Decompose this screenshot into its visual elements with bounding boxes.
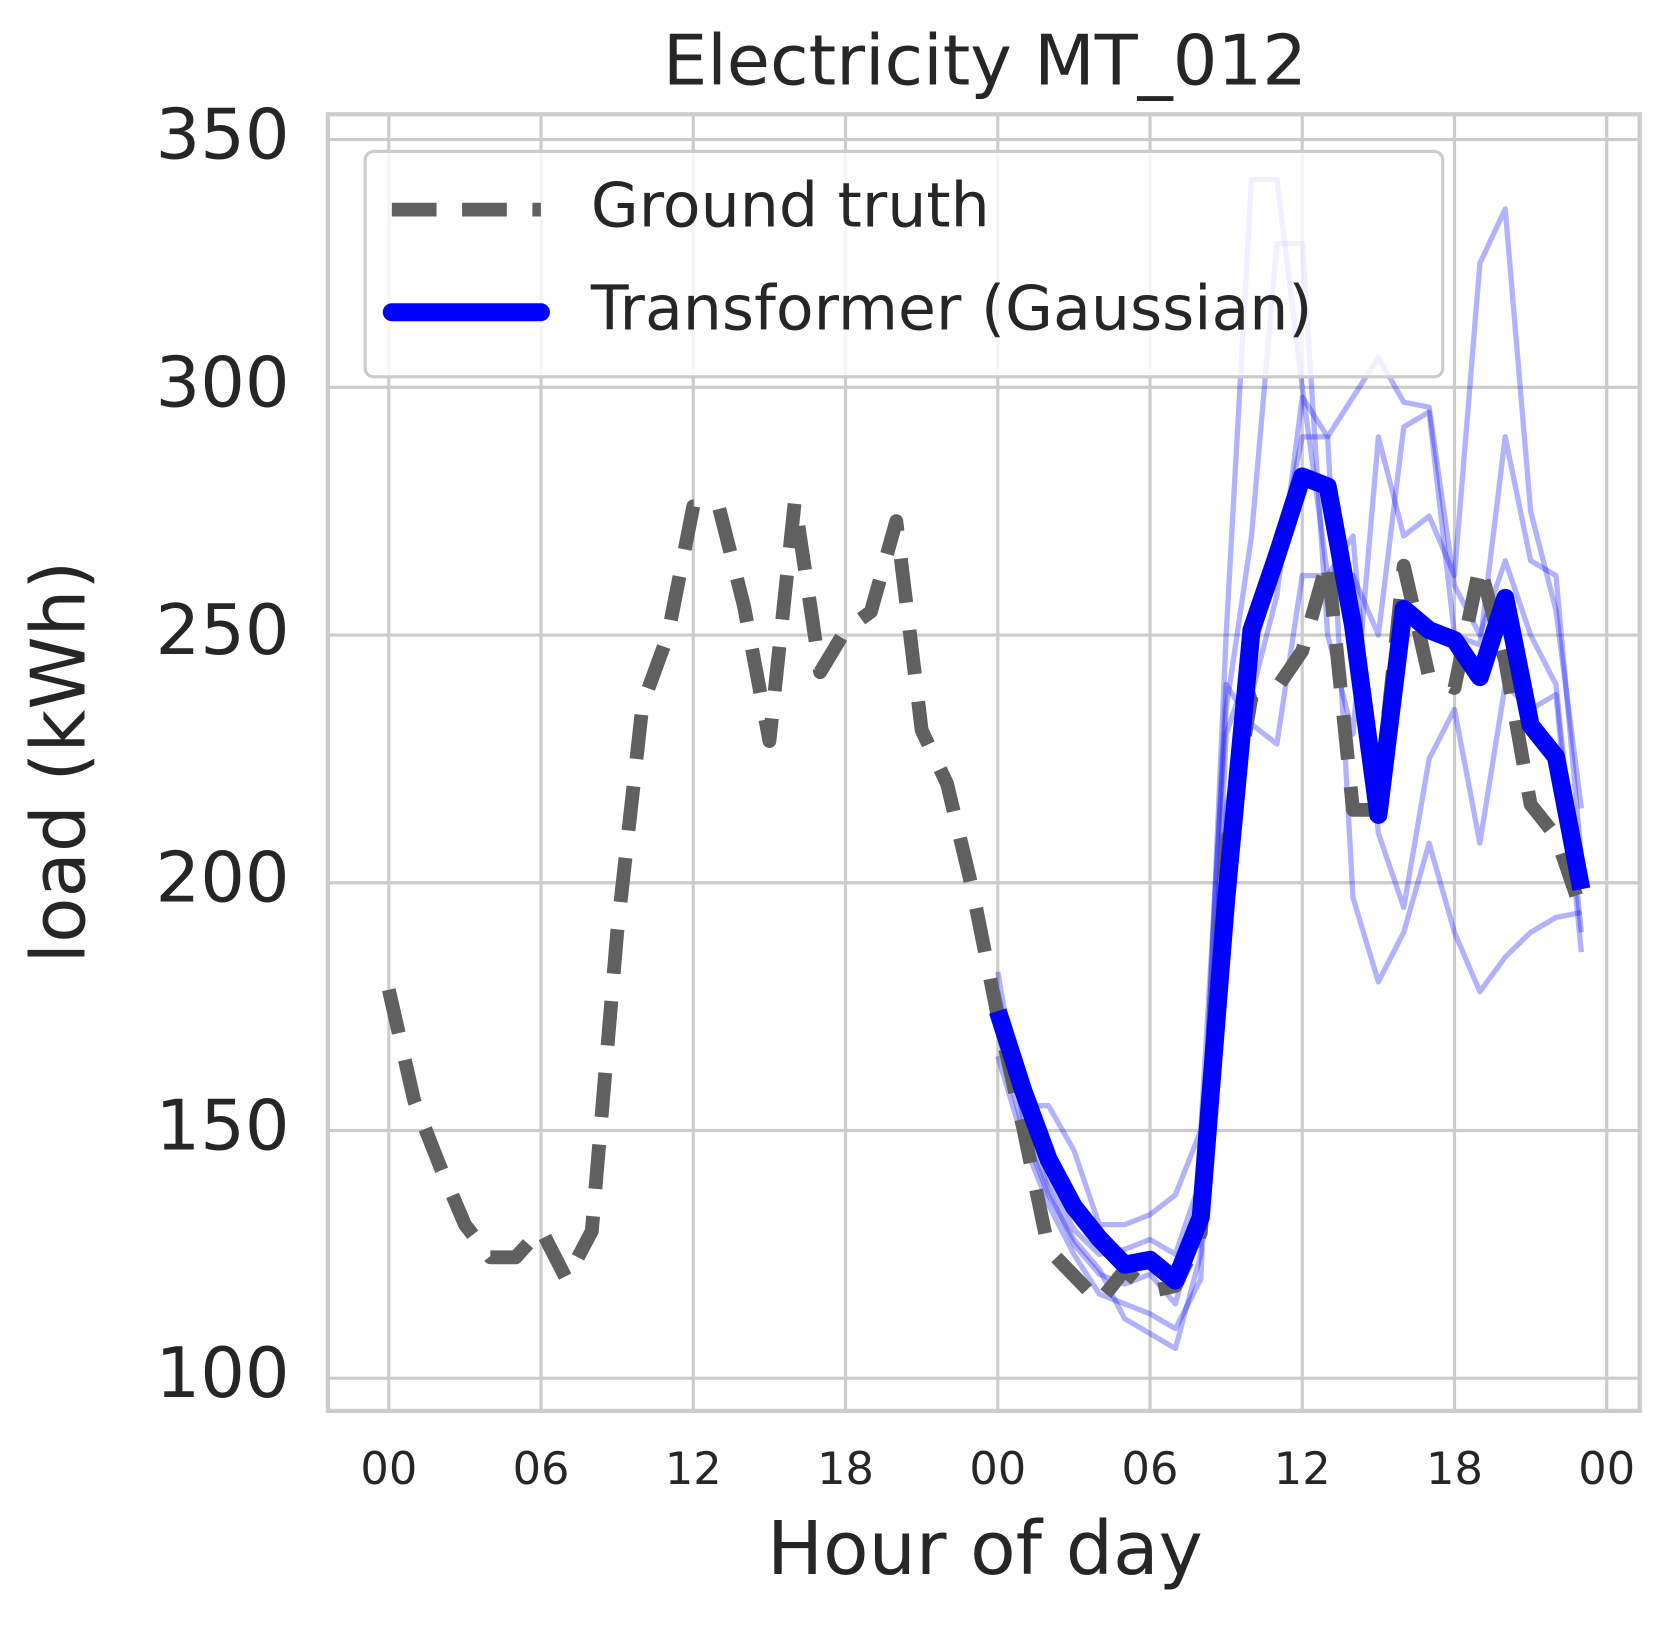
y-tick-label: 150 <box>156 1085 290 1167</box>
y-tick-label: 200 <box>156 837 290 919</box>
x-tick-label: 00 <box>969 1443 1026 1495</box>
y-axis-label: load (kWh) <box>15 561 102 964</box>
chart-title: Electricity MT_012 <box>663 20 1307 102</box>
y-tick-label: 350 <box>156 94 290 176</box>
x-tick-label: 06 <box>513 1443 570 1495</box>
x-tick-label: 00 <box>360 1443 417 1495</box>
x-tick-label: 12 <box>665 1443 722 1495</box>
x-tick-label: 18 <box>1426 1443 1483 1495</box>
legend-label: Transformer (Gaussian) <box>590 272 1313 344</box>
legend-box <box>363 149 1445 379</box>
y-tick-label: 300 <box>156 341 290 423</box>
y-tick-label: 250 <box>156 589 290 671</box>
y-tick-label: 100 <box>156 1332 290 1414</box>
plot-frame <box>325 112 1642 1414</box>
x-tick-label: 18 <box>817 1443 874 1495</box>
x-tick-label: 00 <box>1578 1443 1635 1495</box>
series-line <box>989 467 1591 1290</box>
x-axis-label: Hour of day <box>767 1505 1203 1592</box>
x-tick-label: 12 <box>1274 1443 1331 1495</box>
legend-label: Ground truth <box>591 170 990 242</box>
x-tick-label: 06 <box>1122 1443 1179 1495</box>
